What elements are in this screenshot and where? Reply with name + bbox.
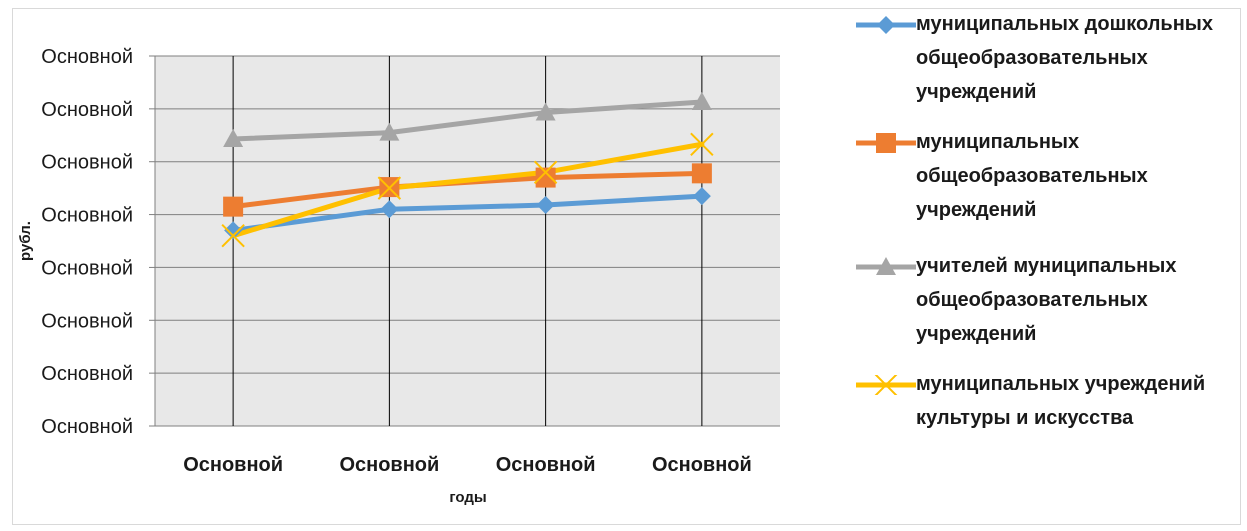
- data-point-series-4: [221, 224, 245, 248]
- x-tick-label: Основной: [183, 454, 283, 476]
- y-tick-label: Основной: [41, 46, 133, 68]
- x-tick-label: Основной: [496, 454, 596, 476]
- legend-swatch: [856, 375, 916, 395]
- y-tick-label: Основной: [41, 99, 133, 121]
- legend-label: муниципальных учреждений культуры и иску…: [916, 373, 1206, 429]
- data-point-series-3: [223, 128, 244, 147]
- y-tick-label: Основной: [41, 257, 133, 279]
- legend-swatch-marker: [874, 375, 898, 395]
- legend-swatch-marker: [877, 16, 895, 34]
- y-tick-label: Основной: [41, 416, 133, 438]
- legend-swatch: [856, 257, 916, 275]
- data-point-series-1: [536, 196, 555, 215]
- legend-label: учителей муниципальных общеобразовательн…: [916, 255, 1177, 345]
- legend-swatch: [856, 16, 916, 34]
- data-point-series-4: [533, 160, 558, 184]
- data-point-series-2: [535, 167, 556, 188]
- data-point-series-2: [691, 163, 712, 184]
- chart-frame: [12, 8, 1241, 525]
- series-line-1: [230, 193, 705, 233]
- legend-label: муниципальных общеобразовательных учрежд…: [916, 131, 1148, 221]
- y-tick-label: Основной: [41, 152, 133, 174]
- x-axis-title: годы: [449, 489, 486, 506]
- y-tick-label: Основной: [41, 363, 133, 385]
- data-point-series-2: [223, 196, 244, 217]
- data-point-series-3: [379, 122, 400, 141]
- series-line-4: [230, 141, 705, 239]
- data-point-series-1: [380, 200, 399, 219]
- data-point-series-1: [224, 221, 243, 240]
- series-line-3: [230, 99, 705, 142]
- data-point-series-3: [691, 91, 712, 110]
- data-point-series-1: [692, 187, 711, 206]
- legend-label: муниципальных дошкольных общеобразовател…: [916, 13, 1213, 103]
- data-point-series-3: [535, 102, 556, 121]
- y-axis-title: рубл.: [17, 221, 34, 261]
- legend-swatch-marker: [876, 133, 896, 153]
- x-tick-label: Основной: [652, 454, 752, 476]
- legend-swatch-marker: [876, 257, 896, 275]
- x-tick-label: Основной: [339, 454, 439, 476]
- data-point-series-4: [690, 132, 714, 156]
- plot-background: [155, 56, 780, 426]
- data-point-series-4: [377, 176, 402, 200]
- y-tick-label: Основной: [41, 310, 133, 332]
- legend-swatch: [856, 133, 916, 153]
- y-tick-label: Основной: [41, 205, 133, 227]
